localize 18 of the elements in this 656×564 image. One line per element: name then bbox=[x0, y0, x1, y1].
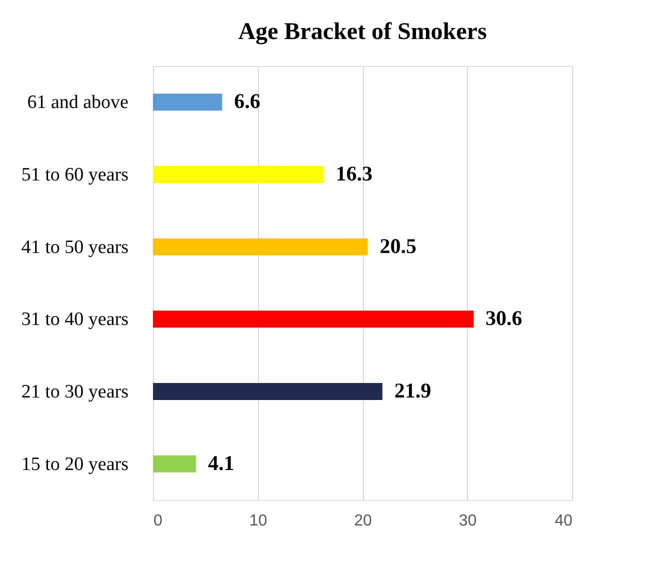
y-tick-label: 15 to 20 years bbox=[21, 454, 128, 475]
y-tick-label: 21 to 30 years bbox=[21, 382, 128, 402]
x-tick-label: 10 bbox=[249, 512, 268, 530]
x-tick-label: 0 bbox=[154, 512, 162, 530]
data-label: 16.3 bbox=[336, 162, 372, 186]
x-tick-label: 30 bbox=[458, 512, 477, 530]
data-label: 6.6 bbox=[234, 89, 260, 114]
data-label: 21.9 bbox=[394, 378, 432, 402]
data-label: 20.5 bbox=[380, 234, 416, 258]
y-tick-label: 61 and above bbox=[27, 92, 128, 114]
data-label: 4.1 bbox=[208, 450, 234, 475]
x-tick-label: 20 bbox=[354, 512, 372, 530]
data-label: 30.6 bbox=[486, 306, 522, 330]
y-tick-label: 31 to 40 years bbox=[21, 309, 128, 330]
chart-title: Age Bracket of Smokers bbox=[238, 19, 487, 45]
y-tick-label: 41 to 50 years bbox=[21, 236, 128, 258]
y-tick-label: 51 to 60 years bbox=[21, 164, 128, 186]
x-tick-label: 40 bbox=[554, 512, 573, 530]
